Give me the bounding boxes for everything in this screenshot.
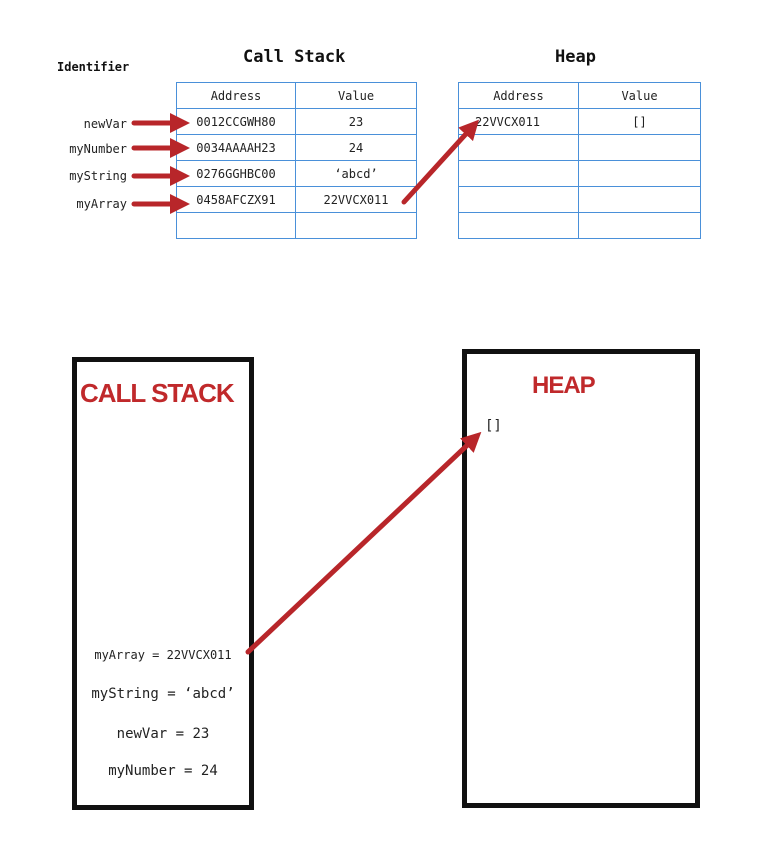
call-stack-big-title: CALL STACK (80, 378, 235, 408)
heap-big-title: HEAP (532, 372, 596, 399)
stack-entry-newvar: newVar = 23 (116, 726, 210, 742)
column-header-value: Value (295, 82, 417, 109)
identifier-label: myArray (76, 197, 127, 211)
table-header-row: Address Value (458, 82, 701, 109)
value-cell: 24 (295, 134, 417, 161)
heap-title: Heap (555, 47, 596, 67)
reference-arrow-bottom (245, 431, 482, 655)
heap-box (462, 349, 700, 808)
table-row-empty (458, 212, 701, 239)
identifier-label: myString (69, 169, 127, 183)
table-row: 0458AFCZX91 22VVCX011 (176, 186, 417, 213)
table-row-empty (458, 160, 701, 187)
call-stack-table: Address Value 0012CCGWH80 23 0034AAAAH23… (176, 82, 417, 239)
value-cell: 22VVCX011 (295, 186, 417, 213)
stack-entry-mystring: myString = ‘abcd’ (91, 686, 235, 702)
address-cell: 0276GGHBC00 (176, 160, 296, 187)
column-header-address: Address (458, 82, 579, 109)
identifier-label: myNumber (69, 142, 127, 156)
call-stack-title: Call Stack (243, 47, 346, 67)
table-row: 0276GGHBC00 ‘abcd’ (176, 160, 417, 187)
column-header-value: Value (578, 82, 701, 109)
table-row: 0034AAAAH23 24 (176, 134, 417, 161)
stack-entry-mynumber: myNumber = 24 (108, 763, 218, 779)
value-cell: ‘abcd’ (295, 160, 417, 187)
heap-entry: [] (485, 418, 502, 434)
heap-table: Address Value 22VVCX011 [] (458, 82, 701, 239)
reference-arrow-top (401, 119, 480, 205)
identifier-label: newVar (83, 117, 127, 131)
table-row-empty (176, 212, 417, 239)
stack-entry-myarray: myArray = 22VVCX011 (94, 648, 232, 662)
call-stack-box (72, 357, 254, 810)
address-cell: 0034AAAAH23 (176, 134, 296, 161)
identifier-header: Identifier (57, 60, 130, 74)
